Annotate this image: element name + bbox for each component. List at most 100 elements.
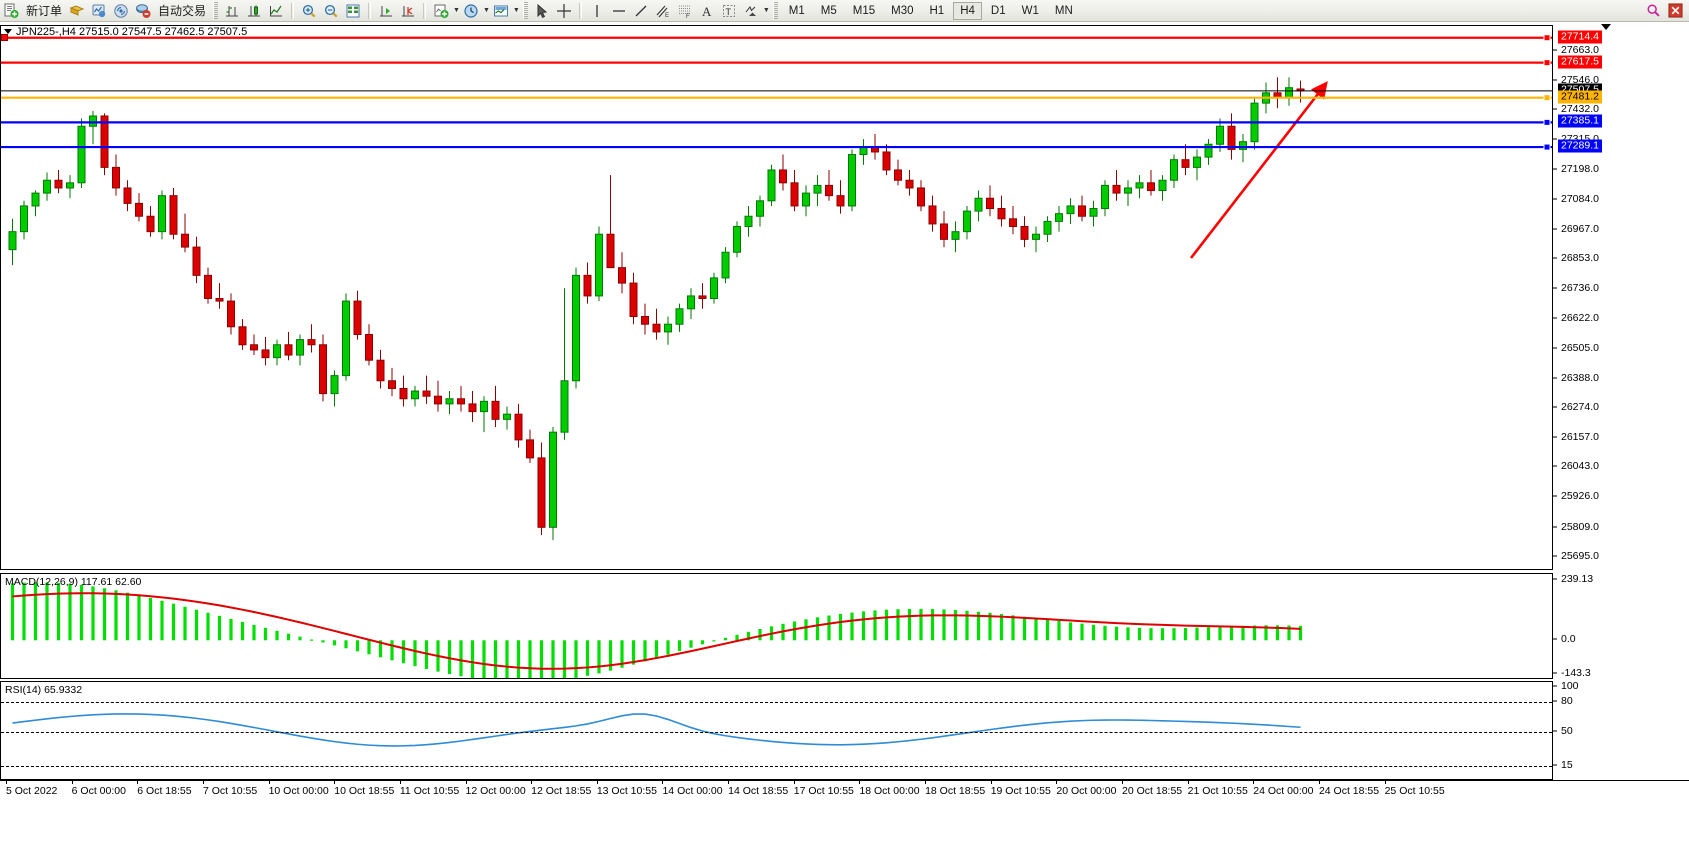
macd-scale: 239.13 0.0 -143.3 — [1552, 573, 1689, 679]
timeframe-mn[interactable]: MN — [1054, 4, 1073, 17]
timeframe-h4[interactable]: H4 — [953, 1, 982, 20]
time-tick-label: 10 Oct 18:55 — [334, 785, 395, 797]
bar-chart-icon[interactable] — [222, 1, 242, 21]
close-icon[interactable] — [1665, 1, 1685, 21]
rsi-level-line — [1, 701, 1552, 703]
add-indicator-icon[interactable] — [431, 1, 451, 21]
time-tick-mark — [1187, 781, 1189, 784]
arrows-icon[interactable] — [741, 1, 761, 21]
equidistant-channel-icon[interactable]: E — [653, 1, 673, 21]
chevron-down-icon[interactable]: ▼ — [512, 7, 520, 14]
price-level-tag[interactable]: 27289.1 — [1558, 139, 1602, 153]
candlestick-series — [8, 77, 1305, 541]
zoom-out-icon[interactable] — [321, 1, 341, 21]
fibonacci-icon[interactable]: F — [675, 1, 695, 21]
svg-text:A: A — [702, 4, 712, 19]
cursor-icon[interactable] — [532, 1, 552, 21]
macd-tick-mark — [1553, 638, 1557, 640]
trendline-icon[interactable] — [631, 1, 651, 21]
market-watch-icon[interactable] — [89, 1, 109, 21]
price-level-lines[interactable] — [1, 26, 1552, 570]
price-tick-label: 26274.0 — [1561, 401, 1599, 413]
price-level-tag[interactable]: 27481.2 — [1558, 90, 1602, 104]
time-tick-label: 18 Oct 18:55 — [925, 785, 986, 797]
profiles-icon[interactable] — [67, 1, 87, 21]
signals-icon[interactable] — [111, 1, 131, 21]
chart-dropdown-caret-icon[interactable] — [1601, 24, 1611, 30]
price-tick-mark — [1553, 198, 1557, 200]
time-tick-label: 12 Oct 18:55 — [531, 785, 592, 797]
price-tick-label: 27546.0 — [1561, 74, 1599, 86]
time-tick-label: 20 Oct 18:55 — [1122, 785, 1183, 797]
zoom-in-icon[interactable] — [299, 1, 319, 21]
timeframe-h1[interactable]: H1 — [929, 4, 945, 17]
rsi-tick-label: 50 — [1561, 724, 1573, 737]
svg-text:F: F — [686, 14, 690, 19]
line-chart-icon[interactable] — [266, 1, 286, 21]
time-tick-label: 12 Oct 00:00 — [465, 785, 526, 797]
time-tick-mark — [662, 781, 664, 784]
time-tick-mark — [859, 781, 861, 784]
time-tick-mark — [202, 781, 204, 784]
price-scale[interactable]: 27714.427663.027617.527546.027507.527481… — [1552, 25, 1689, 570]
search-icon[interactable] — [1643, 1, 1663, 21]
horizontal-line-icon[interactable] — [609, 1, 629, 21]
vertical-line-icon[interactable] — [587, 1, 607, 21]
price-tick-label: 26622.0 — [1561, 311, 1599, 324]
price-tick-label: 26967.0 — [1561, 222, 1599, 235]
price-level-tag[interactable]: 27385.1 — [1558, 114, 1602, 128]
new-order-label[interactable]: 新订单 — [26, 4, 63, 18]
macd-label: MACD(12,26,9) 117.61 62.60 — [5, 576, 142, 588]
timeframe-m30[interactable]: M30 — [891, 4, 914, 17]
price-tick-label: 25926.0 — [1561, 490, 1599, 503]
crosshair-icon[interactable] — [554, 1, 574, 21]
timeframe-d1[interactable]: D1 — [990, 4, 1006, 17]
timeframe-m15[interactable]: M15 — [852, 4, 876, 17]
chart-collapse-arrow-icon[interactable] — [4, 29, 12, 34]
period-clock-icon[interactable] — [461, 1, 481, 21]
templates-icon[interactable] — [491, 1, 511, 21]
text-label-icon[interactable]: T — [719, 1, 739, 21]
chevron-down-icon[interactable]: ▼ — [453, 7, 460, 14]
price-tick-label: 26388.0 — [1561, 371, 1599, 384]
toolbar-separator — [522, 2, 528, 19]
candlestick-chart-icon[interactable] — [244, 1, 264, 21]
price-tick-mark — [1553, 377, 1557, 379]
auto-scroll-icon[interactable] — [398, 1, 418, 21]
timeframe-m1[interactable]: M1 — [788, 4, 805, 17]
timeframe-w1[interactable]: W1 — [1021, 4, 1039, 17]
price-tick-label: 27432.0 — [1561, 103, 1599, 116]
rsi-tick-label: 15 — [1561, 759, 1573, 772]
timeframe-m5[interactable]: M5 — [820, 4, 837, 17]
time-tick-mark — [399, 781, 401, 784]
price-chart-panel[interactable] — [0, 25, 1552, 570]
auto-trading-icon[interactable] — [133, 1, 153, 21]
time-axis: 5 Oct 2022 6 Oct 00:00 6 Oct 18:55 7 Oct 10… — [0, 780, 1689, 802]
auto-trading-label[interactable]: 自动交易 — [158, 4, 207, 18]
time-tick-label: 24 Oct 18:55 — [1318, 785, 1380, 797]
new-order-icon[interactable] — [1, 1, 21, 21]
rsi-tick-mark — [1553, 730, 1557, 731]
price-level-tag[interactable]: 27714.4 — [1558, 30, 1602, 44]
text-icon[interactable]: A — [697, 1, 717, 21]
time-tick-mark — [1056, 781, 1058, 784]
price-tick-mark — [1553, 495, 1557, 497]
rsi-tick-mark — [1553, 764, 1557, 766]
rsi-level-line — [1, 731, 1552, 733]
chevron-down-icon[interactable]: ▼ — [762, 7, 770, 14]
price-tick-label: 25809.0 — [1561, 520, 1599, 533]
main-toolbar: 新订单 自动交易 — [0, 0, 1689, 22]
toolbar-separator — [368, 2, 372, 19]
price-tick-mark — [1553, 79, 1557, 81]
macd-panel[interactable]: MACD(12,26,9) 117.61 62.60 — [0, 573, 1552, 679]
chevron-down-icon[interactable]: ▼ — [482, 7, 490, 14]
time-tick-label: 18 Oct 00:00 — [859, 785, 920, 797]
time-tick-mark — [334, 781, 336, 784]
data-window-icon[interactable] — [343, 1, 363, 21]
price-level-tag[interactable]: 27617.5 — [1558, 55, 1602, 69]
time-tick-mark — [1122, 781, 1123, 784]
chart-shift-icon[interactable] — [376, 1, 396, 21]
time-tick-mark — [793, 781, 795, 784]
rsi-panel[interactable]: RSI(14) 65.9332 — [0, 681, 1552, 780]
price-tick-label: 27198.0 — [1561, 163, 1599, 176]
